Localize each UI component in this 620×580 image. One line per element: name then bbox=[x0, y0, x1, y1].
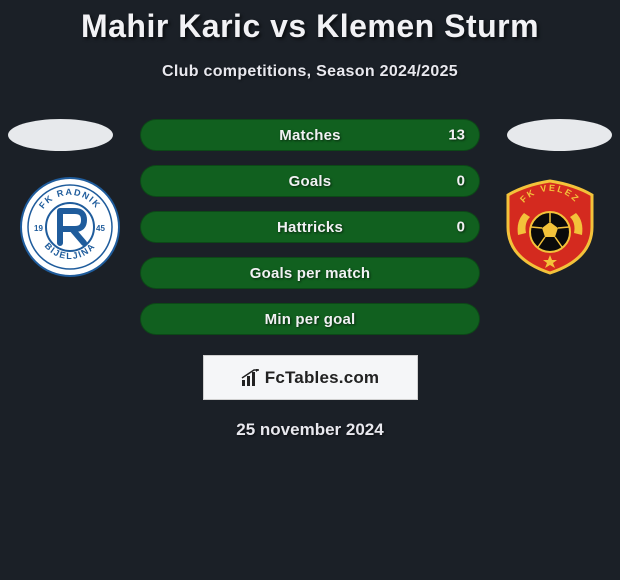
stat-label: Goals per match bbox=[250, 265, 371, 282]
club-badge-left: FK RADNIK BIJELJINA 19 45 bbox=[20, 177, 120, 277]
stat-label: Goals bbox=[289, 173, 332, 190]
stat-value: 13 bbox=[448, 127, 465, 144]
stat-value: 0 bbox=[457, 173, 465, 190]
player-head-right bbox=[507, 119, 612, 151]
velez-badge-icon: FK VELEZ bbox=[500, 177, 600, 277]
bar-chart-icon bbox=[241, 369, 261, 387]
brand-text: FcTables.com bbox=[265, 368, 380, 388]
date-line: 25 november 2024 bbox=[0, 420, 620, 440]
club-badge-right: FK VELEZ bbox=[500, 177, 600, 277]
stat-row-min-per-goal: Min per goal bbox=[140, 303, 480, 335]
stat-value: 0 bbox=[457, 219, 465, 236]
season-subtitle: Club competitions, Season 2024/2025 bbox=[0, 63, 620, 81]
comparison-content: FK RADNIK BIJELJINA 19 45 FK VELEZ bbox=[0, 119, 620, 440]
page-title: Mahir Karic vs Klemen Sturm bbox=[0, 0, 620, 45]
stat-row-matches: Matches 13 bbox=[140, 119, 480, 151]
stats-list: Matches 13 Goals 0 Hattricks 0 Goals per… bbox=[140, 119, 480, 335]
stat-row-hattricks: Hattricks 0 bbox=[140, 211, 480, 243]
stat-row-goals-per-match: Goals per match bbox=[140, 257, 480, 289]
svg-text:19: 19 bbox=[34, 224, 43, 233]
brand-box: FcTables.com bbox=[203, 355, 418, 400]
svg-text:45: 45 bbox=[96, 224, 105, 233]
radnik-badge-icon: FK RADNIK BIJELJINA 19 45 bbox=[20, 177, 120, 277]
stat-label: Min per goal bbox=[265, 311, 356, 328]
stat-label: Matches bbox=[279, 127, 340, 144]
stat-label: Hattricks bbox=[277, 219, 343, 236]
player-head-left bbox=[8, 119, 113, 151]
stat-row-goals: Goals 0 bbox=[140, 165, 480, 197]
